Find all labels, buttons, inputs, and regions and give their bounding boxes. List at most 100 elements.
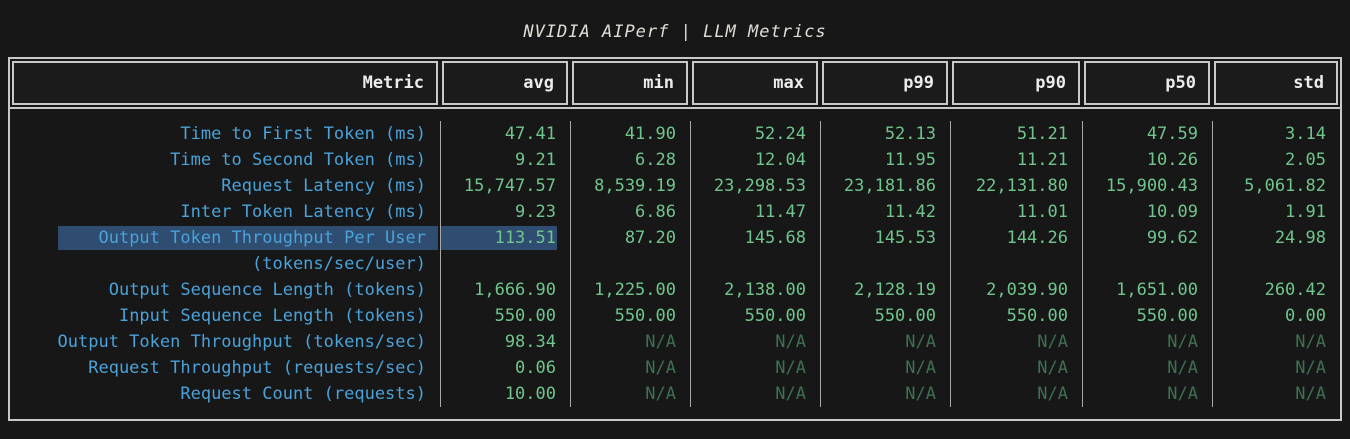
value-cell: 550.00 <box>874 306 936 326</box>
value-cell: N/A <box>1295 358 1326 378</box>
value-cell: 2,128.19 <box>854 280 936 300</box>
value-cell: 5,061.82 <box>1244 176 1326 196</box>
value-cell: 1.91 <box>1285 202 1326 222</box>
column-header-p99: p99 <box>822 61 948 105</box>
value-cell: N/A <box>1295 384 1326 404</box>
column-header-p50: p50 <box>1084 61 1210 105</box>
value-cell: 6.86 <box>635 202 676 222</box>
value-cell: 550.00 <box>1006 306 1068 326</box>
value-cell: 15,900.43 <box>1105 176 1198 196</box>
value-cell: 24.98 <box>1274 228 1326 248</box>
value-cell: 10.26 <box>1146 150 1198 170</box>
table-column-p99: 52.13 11.95 23,181.86 11.42 145.53 2,128.19 55… <box>820 121 950 407</box>
value-cell: 11.42 <box>884 202 936 222</box>
value-cell: 22,131.80 <box>975 176 1068 196</box>
metric-cell: Inter Token Latency (ms) <box>180 202 426 222</box>
value-cell: 47.59 <box>1146 124 1198 144</box>
value-cell: N/A <box>645 384 676 404</box>
value-cell: 23,181.86 <box>843 176 936 196</box>
metric-cell: Input Sequence Length (tokens) <box>118 306 426 326</box>
value-cell: 47.41 <box>504 124 556 144</box>
value-cell-empty <box>1083 251 1212 277</box>
value-cell-empty <box>571 251 690 277</box>
value-cell: N/A <box>905 332 936 352</box>
metric-cell: Request Throughput (requests/sec) <box>88 358 426 378</box>
value-cell: 1,651.00 <box>1116 280 1198 300</box>
value-cell: N/A <box>775 358 806 378</box>
terminal-output: NVIDIA AIPerf | LLM Metrics Metric avg m… <box>8 22 1342 421</box>
metric-cell: Output Sequence Length (tokens) <box>108 280 426 300</box>
value-cell: 1,225.00 <box>594 280 676 300</box>
value-cell-empty <box>821 251 950 277</box>
value-cell: 23,298.53 <box>713 176 806 196</box>
value-cell: 260.42 <box>1264 280 1326 300</box>
value-cell: 52.13 <box>884 124 936 144</box>
column-header-std: std <box>1214 61 1338 105</box>
value-cell: 10.00 <box>504 384 556 404</box>
value-cell: 6.28 <box>635 150 676 170</box>
value-cell: 15,747.57 <box>463 176 556 196</box>
value-cell: N/A <box>645 358 676 378</box>
metric-cell: Request Latency (ms) <box>221 176 426 196</box>
value-cell: 1,666.90 <box>474 280 556 300</box>
value-cell: N/A <box>905 358 936 378</box>
value-cell: 87.20 <box>624 228 676 248</box>
value-cell: 98.34 <box>504 332 556 352</box>
table-column-max: 52.24 12.04 23,298.53 11.47 145.68 2,138.00 55… <box>690 121 820 407</box>
column-header-max: max <box>692 61 818 105</box>
value-cell: 0.06 <box>515 358 556 378</box>
metrics-table: Metric avg min max p99 p90 p50 std Time … <box>8 57 1342 421</box>
value-cell: N/A <box>1295 332 1326 352</box>
value-cell: 144.26 <box>1006 228 1068 248</box>
value-cell: 8,539.19 <box>594 176 676 196</box>
value-cell: 550.00 <box>744 306 806 326</box>
value-cell: N/A <box>1167 332 1198 352</box>
value-cell: 550.00 <box>494 306 556 326</box>
value-cell: N/A <box>1037 332 1068 352</box>
value-cell: 41.90 <box>624 124 676 144</box>
metric-cell: Output Token Throughput Per User <box>10 225 440 251</box>
value-cell-empty <box>1213 251 1340 277</box>
value-cell: 145.68 <box>744 228 806 248</box>
value-cell: 11.95 <box>884 150 936 170</box>
value-cell: 3.14 <box>1285 124 1326 144</box>
value-cell: 10.09 <box>1146 202 1198 222</box>
value-cell: 2,039.90 <box>986 280 1068 300</box>
value-cell: 0.00 <box>1285 306 1326 326</box>
table-column-avg: 47.41 9.21 15,747.57 9.23 113.51 1,666.90 550.… <box>440 121 570 407</box>
value-cell: N/A <box>1037 384 1068 404</box>
page-title: NVIDIA AIPerf | LLM Metrics <box>523 22 827 42</box>
value-cell: N/A <box>1037 358 1068 378</box>
value-cell: N/A <box>905 384 936 404</box>
table-body: Time to First Token (ms) Time to Second T… <box>10 109 1340 419</box>
value-cell: 9.23 <box>515 202 556 222</box>
table-column-p50: 47.59 10.26 15,900.43 10.09 99.62 1,651.00 550… <box>1082 121 1212 407</box>
value-cell: 11.21 <box>1016 150 1068 170</box>
column-header-min: min <box>572 61 688 105</box>
value-cell: 9.21 <box>515 150 556 170</box>
table-column-min: 41.90 6.28 8,539.19 6.86 87.20 1,225.00 550.00… <box>570 121 690 407</box>
metric-unit-line: (tokens/sec/user) <box>252 254 426 274</box>
value-cell: 51.21 <box>1016 124 1068 144</box>
metric-cell: Request Count (requests) <box>180 384 426 404</box>
value-cell: 2,138.00 <box>724 280 806 300</box>
value-cell: 113.51 <box>441 225 570 251</box>
metric-cell: Time to First Token (ms) <box>180 124 426 144</box>
value-cell: 550.00 <box>1136 306 1198 326</box>
value-cell-empty <box>691 251 820 277</box>
column-header-p90: p90 <box>952 61 1080 105</box>
table-column-p90: 51.21 11.21 22,131.80 11.01 144.26 2,039.90 55… <box>950 121 1082 407</box>
value-cell: 2.05 <box>1285 150 1326 170</box>
value-cell: N/A <box>775 384 806 404</box>
table-header-row: Metric avg min max p99 p90 p50 std <box>10 59 1340 109</box>
value-cell: 550.00 <box>614 306 676 326</box>
value-cell-empty <box>441 251 570 277</box>
value-cell: N/A <box>1167 358 1198 378</box>
table-column-std: 3.14 2.05 5,061.82 1.91 24.98 260.42 0.00 N/A N/… <box>1212 121 1340 407</box>
value-cell: 99.62 <box>1146 228 1198 248</box>
value-cell: 52.24 <box>754 124 806 144</box>
value-cell: 12.04 <box>754 150 806 170</box>
value-cell: N/A <box>1167 384 1198 404</box>
column-header-avg: avg <box>442 61 568 105</box>
value-cell: 11.01 <box>1016 202 1068 222</box>
